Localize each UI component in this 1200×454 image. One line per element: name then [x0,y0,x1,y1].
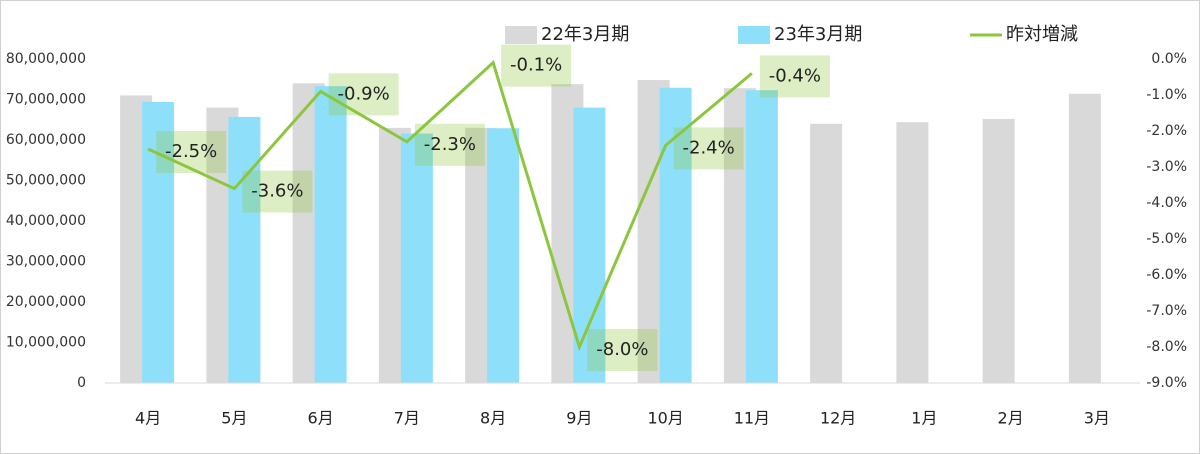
data-label-box [156,131,227,173]
data-label-box [587,329,658,371]
y-tick-label: 30,000,000 [6,254,86,270]
legend-swatch [505,26,537,44]
y-tick-label: 80,000,000 [6,51,86,67]
y2-tick-label: -9.0% [1146,375,1187,391]
y-tick-label: 10,000,000 [6,335,86,351]
x-tick-label: 10月 [647,409,683,428]
x-tick-label: 5月 [221,409,247,428]
y2-tick-label: -1.0% [1146,87,1187,103]
x-tick-label: 6月 [308,409,334,428]
bar [487,128,520,383]
data-label: -3.6% [251,181,303,202]
y2-tick-label: -8.0% [1146,339,1187,355]
bar [1068,93,1101,383]
data-label: -8.0% [596,339,648,360]
y-tick-label: 40,000,000 [6,213,86,229]
y2-tick-label: -4.0% [1146,195,1187,211]
legend-label: 昨対増減 [1006,24,1078,45]
x-tick-label: 9月 [566,409,592,428]
bar [810,123,843,384]
bar [228,116,261,383]
data-label: -0.9% [338,83,390,104]
bar [745,90,778,383]
data-label: -2.4% [683,137,735,158]
y-tick-label: 0 [77,375,86,391]
x-tick-label: 2月 [998,409,1024,428]
bar [896,122,929,384]
legend-label: 23年3月期 [774,24,862,45]
y2-tick-label: -2.0% [1146,123,1187,139]
y2-tick-label: -6.0% [1146,267,1187,283]
x-tick-label: 11月 [734,409,770,428]
x-tick-label: 4月 [135,409,161,428]
bar [142,101,175,384]
x-tick-label: 1月 [911,409,937,428]
x-tick-label: 12月 [820,409,856,428]
x-tick-label: 7月 [394,409,420,428]
data-label-box [759,55,830,98]
y2-tick-label: -5.0% [1146,231,1187,247]
legend-swatch [738,26,770,44]
bar [982,118,1015,383]
data-label-box [242,170,313,213]
data-label: -0.1% [510,55,562,76]
line [147,59,753,352]
x-tick-label: 8月 [480,409,506,428]
data-label: -2.3% [424,134,476,155]
y-tick-label: 50,000,000 [6,173,86,189]
data-label-box [501,44,572,87]
data-label: -0.4% [769,65,821,86]
y-tick-label: 70,000,000 [6,92,86,108]
data-label: -2.5% [165,141,217,162]
y2-tick-label: -3.0% [1146,159,1187,175]
bar [573,107,606,383]
data-label-box [673,127,744,170]
y2-tick-label: 0.0% [1151,51,1187,67]
x-tick-label: 3月 [1084,409,1110,428]
y-tick-label: 60,000,000 [6,132,86,148]
y-tick-label: 20,000,000 [6,294,86,310]
y2-tick-label: -7.0% [1146,303,1187,319]
data-label-box [414,123,485,166]
bar [400,133,433,383]
bar [314,86,347,383]
legend-label: 22年3月期 [541,24,629,45]
data-label-box [328,73,399,116]
